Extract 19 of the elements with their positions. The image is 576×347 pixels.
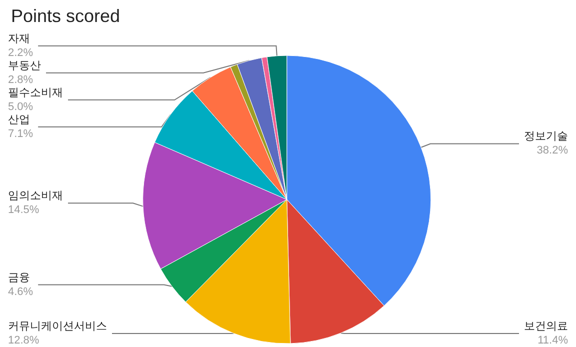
data-label: 5.0% xyxy=(8,100,34,113)
data-label: 2.2% xyxy=(8,46,34,59)
slice-label: 금융 xyxy=(8,272,30,284)
slice-label: 자재 xyxy=(8,32,30,45)
slice-label: 산업 xyxy=(8,114,30,126)
chart-title: Points scored xyxy=(11,6,120,26)
data-label: 11.4% xyxy=(538,334,568,346)
slice-label: 커뮤니케이션서비스 xyxy=(8,320,107,332)
data-label: 4.6% xyxy=(8,286,34,298)
data-label: 7.1% xyxy=(8,128,34,140)
data-label: 12.8% xyxy=(8,334,40,346)
slice-label: 보건의료 xyxy=(524,320,568,332)
slice-label: 부동산 xyxy=(8,60,41,72)
slice-label: 필수소비재 xyxy=(8,86,63,99)
data-label: 2.8% xyxy=(8,74,34,86)
slice-label: 정보기술 xyxy=(524,130,568,143)
slice-label: 임의소비재 xyxy=(8,190,63,202)
data-label: 14.5% xyxy=(8,204,40,216)
data-label: 38.2% xyxy=(536,144,568,157)
